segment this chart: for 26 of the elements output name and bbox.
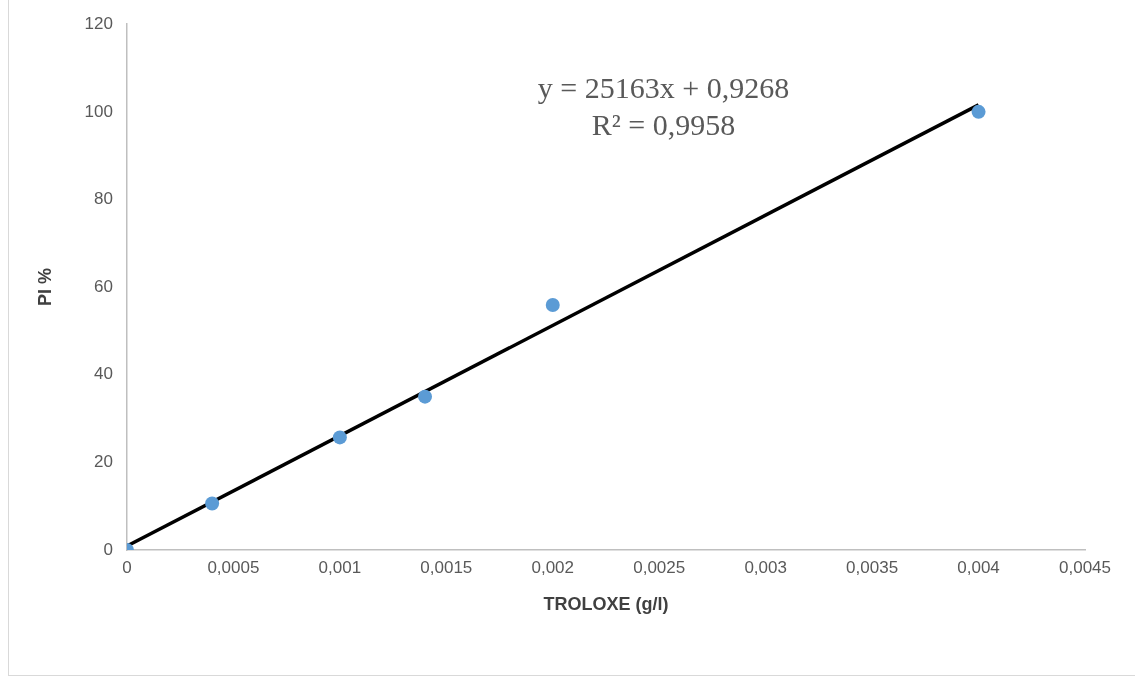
annotation: R² = 0,9958 xyxy=(591,108,736,142)
point xyxy=(332,430,347,445)
annotation: y = 25163x + 0,9268 xyxy=(537,71,790,105)
y-tick-label: 20 xyxy=(94,452,113,472)
y-tick-label: 40 xyxy=(94,364,113,384)
point xyxy=(971,104,986,119)
x-tick-label: 0,0015 xyxy=(420,557,473,577)
point xyxy=(205,496,220,511)
x-tick-label: 0,0035 xyxy=(846,557,899,577)
x-tick-label: 0 xyxy=(122,557,132,577)
point xyxy=(545,298,560,313)
x-tick-label: 0,0005 xyxy=(207,557,260,577)
y-tick-label: 60 xyxy=(94,276,113,296)
x-tick-label: 0,001 xyxy=(318,557,362,577)
y-tick-label: 80 xyxy=(94,189,113,209)
y-tick-label: 100 xyxy=(84,101,113,121)
y-tick-label: 120 xyxy=(84,13,113,33)
x-tick-label: 0,003 xyxy=(744,557,787,577)
x-tick-label: 0,0025 xyxy=(633,557,686,577)
x-axis-title: TROLOXE (g/l) xyxy=(543,594,669,615)
x-tick-label: 0,0045 xyxy=(1059,557,1111,577)
y-axis-title: PI % xyxy=(34,268,55,307)
point xyxy=(418,389,433,404)
x-tick-label: 0,002 xyxy=(531,557,575,577)
x-tick-label: 0,004 xyxy=(957,557,1000,577)
y-tick-label: 0 xyxy=(103,539,113,559)
